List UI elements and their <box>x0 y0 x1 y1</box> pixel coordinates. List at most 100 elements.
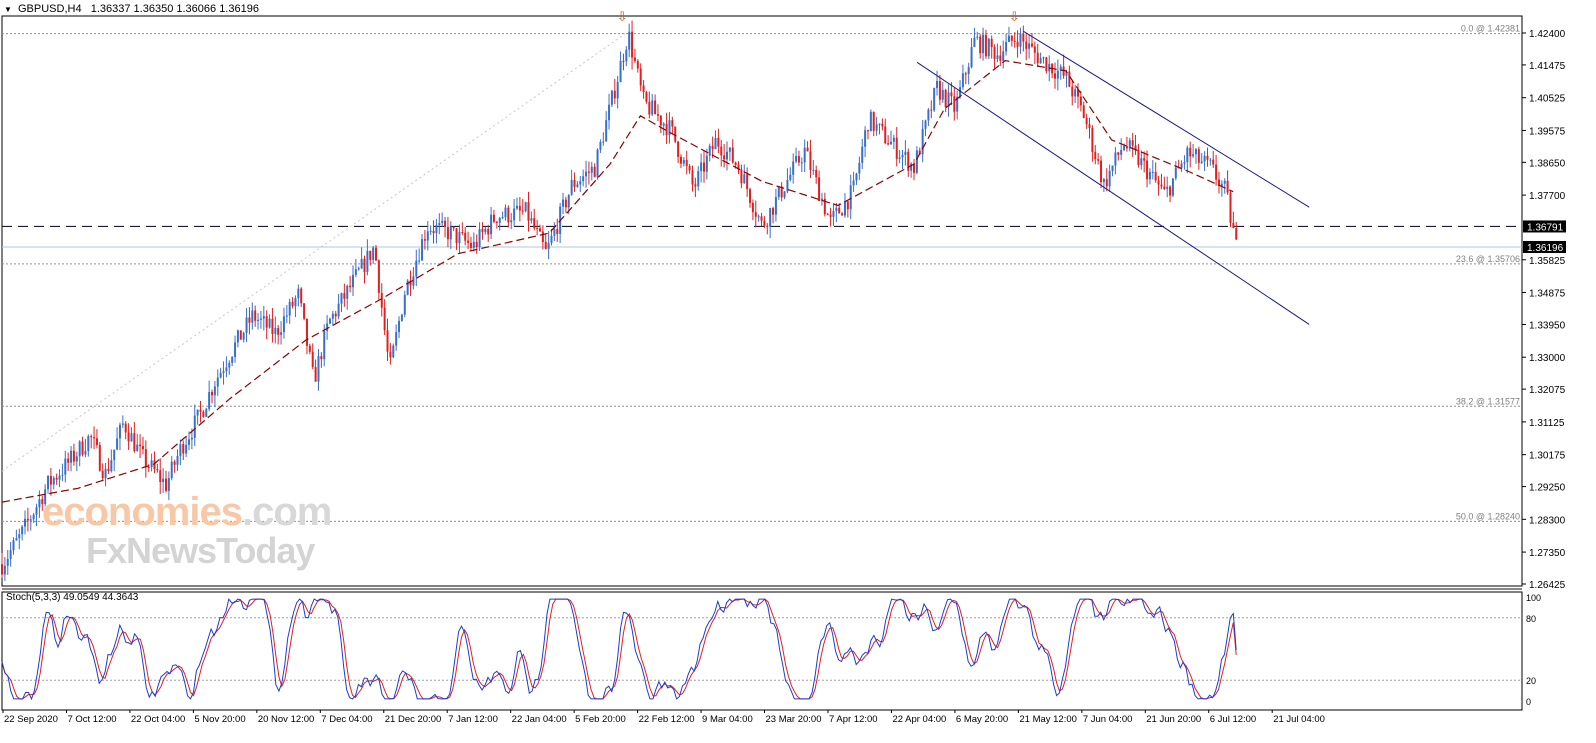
candle <box>927 109 930 121</box>
candle <box>81 441 84 455</box>
stoch-tick-label: 20 <box>1526 676 1536 686</box>
price-tag-label: 1.36791 <box>1527 222 1564 233</box>
candle <box>236 330 239 343</box>
candle <box>262 316 265 319</box>
time-tick-label: 22 Jan 04:00 <box>512 714 567 725</box>
collapse-triangle-icon[interactable]: ▼ <box>4 5 12 14</box>
watermark-economies: economies.com <box>42 490 332 534</box>
candle <box>921 128 924 155</box>
candle <box>987 38 990 57</box>
time-tick-label: 22 Oct 04:00 <box>131 714 185 725</box>
candle <box>1146 160 1149 180</box>
candle <box>892 137 895 142</box>
candle <box>1209 159 1212 161</box>
main-panel-frame <box>1 15 1523 587</box>
candle <box>910 163 913 171</box>
candle <box>654 100 657 115</box>
candle <box>585 171 588 177</box>
price-tick-label: 1.26425 <box>1529 580 1566 591</box>
candle <box>72 450 75 462</box>
candle <box>1123 146 1126 150</box>
candle <box>501 217 504 219</box>
candle <box>915 150 918 173</box>
candle <box>838 207 841 214</box>
candle <box>1206 155 1209 160</box>
candle <box>599 141 602 150</box>
candle <box>884 126 887 144</box>
candle <box>188 439 191 445</box>
candle <box>1030 43 1033 47</box>
candle <box>613 90 616 99</box>
candle <box>1082 105 1085 118</box>
candle <box>734 162 737 166</box>
candle <box>52 477 55 485</box>
candle <box>406 280 409 295</box>
candle <box>875 124 878 131</box>
candle <box>426 231 429 241</box>
candle <box>570 179 573 195</box>
candle <box>1148 172 1151 180</box>
candle <box>1071 86 1074 97</box>
candle <box>492 214 495 222</box>
candle <box>280 332 283 335</box>
candle <box>1128 140 1131 149</box>
candle <box>1 564 3 575</box>
candle <box>380 292 383 308</box>
candle <box>303 303 306 319</box>
candle <box>44 489 47 505</box>
candle <box>222 371 225 373</box>
candle <box>1056 70 1059 79</box>
candle <box>1220 183 1223 186</box>
candle <box>234 342 237 357</box>
price-tick-label: 1.35825 <box>1529 256 1566 267</box>
candle <box>308 345 311 352</box>
candle <box>639 68 642 86</box>
candle <box>907 151 910 171</box>
candle <box>354 269 357 275</box>
candle <box>717 137 720 147</box>
price-tick-label: 1.29250 <box>1529 483 1566 494</box>
candle <box>1077 89 1080 97</box>
candle <box>452 226 455 229</box>
candle <box>481 229 484 233</box>
candle <box>421 239 424 261</box>
candle <box>1197 149 1200 163</box>
candle <box>257 319 260 321</box>
candle <box>970 47 973 68</box>
candle <box>133 433 136 452</box>
candle <box>754 212 757 217</box>
candle <box>1163 186 1166 190</box>
time-tick-label: 21 May 12:00 <box>1019 714 1077 725</box>
candle <box>412 276 415 286</box>
candle <box>208 392 211 409</box>
candle <box>1022 33 1025 42</box>
candle <box>633 57 636 61</box>
candle <box>726 151 729 160</box>
candle <box>1039 58 1042 64</box>
candle <box>846 201 849 210</box>
candle <box>467 240 470 243</box>
candle <box>1062 66 1065 76</box>
candle <box>47 475 50 490</box>
candle <box>1005 41 1008 52</box>
fib-level-label: 50.0 @ 1.28240 <box>1456 511 1520 521</box>
candle <box>579 181 582 185</box>
candle <box>872 111 875 131</box>
price-tick-label: 1.33950 <box>1529 320 1566 331</box>
candle <box>248 317 251 323</box>
candle <box>556 229 559 234</box>
candle <box>9 550 12 559</box>
candle <box>239 330 242 340</box>
price-tick-label: 1.31125 <box>1529 418 1565 429</box>
candle <box>409 280 412 286</box>
candle <box>855 173 858 181</box>
candle <box>616 82 619 99</box>
time-tick-label: 5 Nov 20:00 <box>194 714 245 725</box>
candle <box>1111 165 1114 171</box>
candle <box>518 205 521 211</box>
candle <box>728 147 731 152</box>
candle <box>291 301 294 307</box>
candle <box>176 456 179 465</box>
candle <box>924 120 927 129</box>
